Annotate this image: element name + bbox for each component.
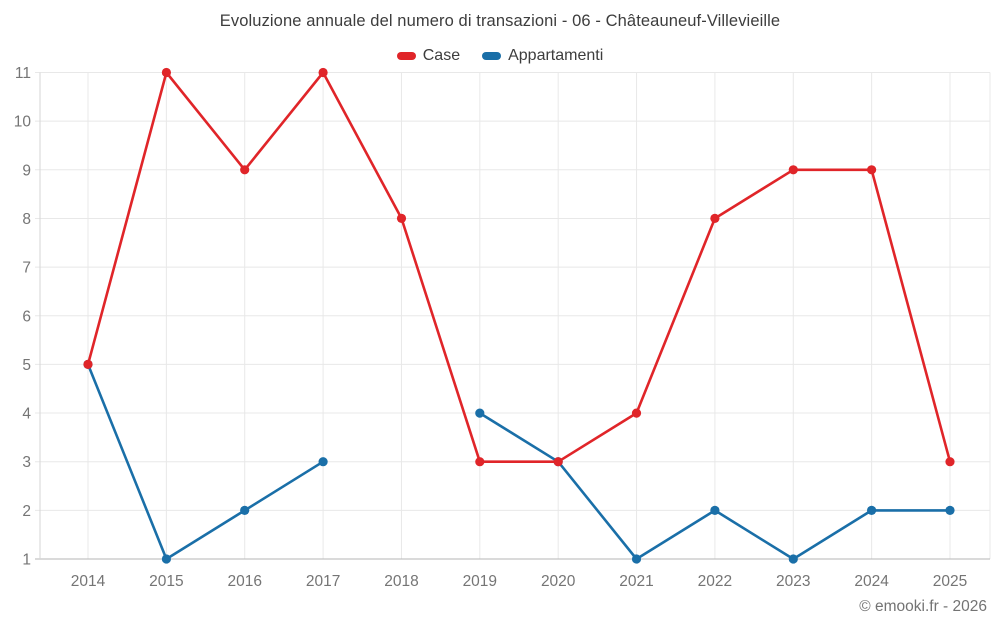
data-point-case-2018[interactable] xyxy=(396,213,407,223)
x-tick-label: 2017 xyxy=(306,573,340,590)
x-tick-label: 2015 xyxy=(149,573,183,590)
x-tick-label: 2023 xyxy=(776,573,810,590)
data-point-case-2016[interactable] xyxy=(240,165,250,175)
x-tick-label: 2024 xyxy=(854,573,889,590)
data-point-appartamenti-2016[interactable] xyxy=(240,505,250,515)
data-point-appartamenti-2015[interactable] xyxy=(161,554,171,564)
legend-swatch-appartamenti xyxy=(482,52,502,60)
data-point-case-2023[interactable] xyxy=(788,165,798,175)
x-tick-label: 2014 xyxy=(71,573,106,590)
data-point-case-2024[interactable] xyxy=(867,165,877,175)
watermark: © emooki.fr - 2026 xyxy=(859,598,987,615)
data-point-case-2021[interactable] xyxy=(631,408,642,418)
y-tick-label: 11 xyxy=(15,65,31,82)
y-tick-label: 2 xyxy=(22,503,31,520)
x-tick-label: 2025 xyxy=(933,573,967,590)
legend: Case Appartamenti xyxy=(0,47,1000,65)
y-tick-label: 4 xyxy=(22,406,31,423)
series-line-case xyxy=(86,71,952,463)
x-tick-label: 2020 xyxy=(541,573,576,590)
y-tick-label: 8 xyxy=(22,211,31,228)
x-tick-label: 2016 xyxy=(227,573,261,590)
data-point-appartamenti-2024[interactable] xyxy=(867,505,877,515)
y-tick-label: 6 xyxy=(22,308,31,325)
data-point-case-2015[interactable] xyxy=(161,67,171,78)
data-point-appartamenti-2022[interactable] xyxy=(710,505,720,515)
y-tick-label: 9 xyxy=(22,162,31,179)
legend-swatch-case xyxy=(396,52,416,60)
x-tick-label: 2021 xyxy=(619,573,653,590)
legend-item-appartamenti[interactable]: Appartamenti xyxy=(482,47,603,65)
data-point-appartamenti-2019[interactable] xyxy=(475,408,485,418)
y-tick-label: 3 xyxy=(22,454,31,471)
data-point-appartamenti-2025[interactable] xyxy=(945,505,955,515)
y-tick-label: 5 xyxy=(22,357,31,374)
x-tick-label: 2018 xyxy=(384,573,418,590)
y-tick-label: 10 xyxy=(14,114,32,131)
legend-label-appartamenti: Appartamenti xyxy=(508,47,604,64)
data-point-case-2017[interactable] xyxy=(318,67,328,78)
legend-item-case[interactable]: Case xyxy=(396,47,461,65)
x-tick-label: 2019 xyxy=(463,573,497,590)
chart-title: Evoluzione annuale del numero di transaz… xyxy=(219,12,781,30)
data-point-case-2020[interactable] xyxy=(553,457,563,467)
data-point-appartamenti-2017[interactable] xyxy=(318,457,328,467)
y-tick-label: 1 xyxy=(22,552,31,569)
data-point-case-2019[interactable] xyxy=(475,457,485,467)
legend-label-case: Case xyxy=(422,47,461,64)
data-point-case-2014[interactable] xyxy=(83,359,93,369)
data-point-case-2025[interactable] xyxy=(945,457,955,467)
data-point-case-2022[interactable] xyxy=(710,213,720,223)
y-tick-label: 7 xyxy=(22,260,31,277)
data-point-appartamenti-2023[interactable] xyxy=(788,554,798,564)
data-point-appartamenti-2021[interactable] xyxy=(631,554,642,564)
x-tick-label: 2022 xyxy=(698,573,732,590)
